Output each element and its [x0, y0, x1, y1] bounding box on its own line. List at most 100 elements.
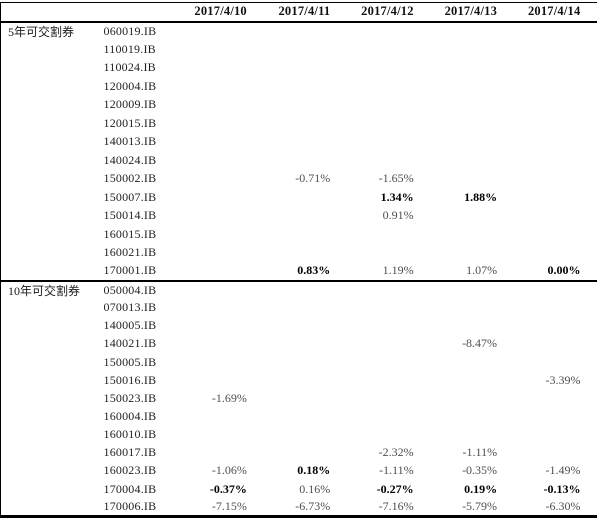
return-value-cell: -0.13%: [543, 481, 581, 496]
date-column-header: 2017/4/12: [361, 3, 414, 18]
return-value-cell: [431, 77, 514, 96]
return-value-cell: [431, 299, 514, 317]
bond-code: 110019.IB: [103, 41, 156, 56]
section-label: [1, 299, 101, 317]
bond-code: 120015.IB: [103, 115, 157, 130]
return-value-cell: [264, 335, 347, 353]
bond-code: 160010.IB: [103, 427, 157, 442]
return-value-cell: [431, 407, 514, 425]
return-value-cell: [347, 407, 430, 425]
bond-code: 110024.IB: [103, 60, 156, 75]
bond-code: 160021.IB: [103, 245, 157, 260]
table-row: 150002.IB -0.71% -1.65%: [1, 170, 598, 189]
section-label: [1, 225, 101, 244]
bond-code: 170006.IB: [103, 499, 157, 513]
return-value-cell: [431, 389, 514, 407]
section-label: [1, 462, 101, 480]
return-value-cell: -0.71%: [295, 171, 331, 186]
return-value-cell: [514, 244, 597, 263]
deliverable-bonds-table: 2017/4/10 2017/4/11 2017/4/12 2017/4/13 2017…: [0, 2, 598, 518]
return-value-cell: [264, 96, 347, 115]
return-value-cell: [514, 207, 597, 226]
table-row: 160004.IB: [1, 407, 598, 425]
return-value-cell: [431, 114, 514, 133]
return-value-cell: [181, 40, 264, 59]
section-label: [1, 188, 101, 207]
table-row: 110019.IB: [1, 40, 598, 59]
return-value-cell: [431, 96, 514, 115]
return-value-cell: [181, 151, 264, 170]
return-value-cell: -3.39%: [545, 372, 581, 387]
return-value-cell: [514, 281, 597, 299]
return-value-cell: [264, 207, 347, 226]
return-value-cell: [514, 22, 597, 41]
table-row: 160010.IB: [1, 426, 598, 444]
return-value-cell: -6.30%: [545, 499, 581, 513]
return-value-cell: [347, 335, 430, 353]
return-value-cell: [181, 335, 264, 353]
return-value-cell: 0.16%: [299, 481, 331, 496]
return-value-cell: [514, 188, 597, 207]
return-value-cell: [264, 444, 347, 462]
section-label: [1, 207, 101, 226]
return-value-cell: [264, 40, 347, 59]
return-value-cell: [181, 299, 264, 317]
table-row: 140013.IB: [1, 133, 598, 152]
return-value-cell: [264, 371, 347, 389]
return-value-cell: [514, 59, 597, 78]
bond-code: 120009.IB: [103, 97, 157, 112]
bond-code: 170004.IB: [103, 481, 157, 496]
date-column-header: 2017/4/13: [444, 3, 498, 18]
return-value-cell: [347, 59, 430, 78]
return-value-cell: [514, 170, 597, 189]
return-value-cell: [181, 281, 264, 299]
return-value-cell: [347, 151, 430, 170]
return-value-cell: [264, 22, 347, 41]
table-row: 150016.IB -3.39%: [1, 371, 598, 389]
return-value-cell: [514, 299, 597, 317]
return-value-cell: -1.65%: [378, 171, 414, 186]
section-label: [1, 151, 101, 170]
bond-code: 150023.IB: [103, 390, 157, 405]
section-label: [1, 444, 101, 462]
section-label: [1, 40, 101, 59]
table-row: 170006.IB -7.15% -6.73% -7.16% -5.79% -6.30%: [1, 498, 598, 516]
section-label: [1, 335, 101, 353]
return-value-cell: [181, 170, 264, 189]
return-value-cell: [514, 77, 597, 96]
table-row: 5年可交割券 060019.IB: [1, 22, 598, 41]
return-value-cell: [347, 133, 430, 152]
return-value-cell: -0.37%: [209, 481, 247, 496]
table-row: 160023.IB -1.06% 0.18% -1.11% -0.35% -1.49%: [1, 462, 598, 480]
return-value-cell: [431, 133, 514, 152]
bond-code: 150014.IB: [103, 208, 157, 223]
date-column-header: 2017/4/14: [527, 3, 581, 18]
return-value-cell: [347, 40, 430, 59]
return-value-cell: [431, 40, 514, 59]
return-value-cell: [181, 262, 264, 281]
return-value-cell: [514, 444, 597, 462]
return-value-cell: [264, 426, 347, 444]
return-value-cell: [181, 22, 264, 41]
return-value-cell: [431, 371, 514, 389]
bond-code: 140013.IB: [103, 134, 157, 149]
table-body: 5年可交割券 060019.IB 110019.IB 110024.IB 120004.…: [0, 22, 598, 517]
return-value-cell: -6.73%: [295, 499, 331, 513]
bond-code: 150002.IB: [103, 171, 157, 186]
return-value-cell: -2.32%: [378, 445, 414, 460]
return-value-cell: [431, 59, 514, 78]
return-value-cell: [431, 225, 514, 244]
return-value-cell: -1.06%: [211, 463, 247, 478]
return-value-cell: [264, 244, 347, 263]
table-row: 070013.IB: [1, 299, 598, 317]
return-value-cell: [514, 133, 597, 152]
section-label: [1, 498, 101, 516]
return-value-cell: [181, 317, 264, 335]
return-value-cell: [514, 389, 597, 407]
bond-code: 160015.IB: [103, 226, 157, 241]
return-value-cell: [264, 188, 347, 207]
return-value-cell: -7.15%: [211, 499, 247, 513]
section-label: [1, 133, 101, 152]
return-value-cell: [264, 114, 347, 133]
return-value-cell: [431, 244, 514, 263]
